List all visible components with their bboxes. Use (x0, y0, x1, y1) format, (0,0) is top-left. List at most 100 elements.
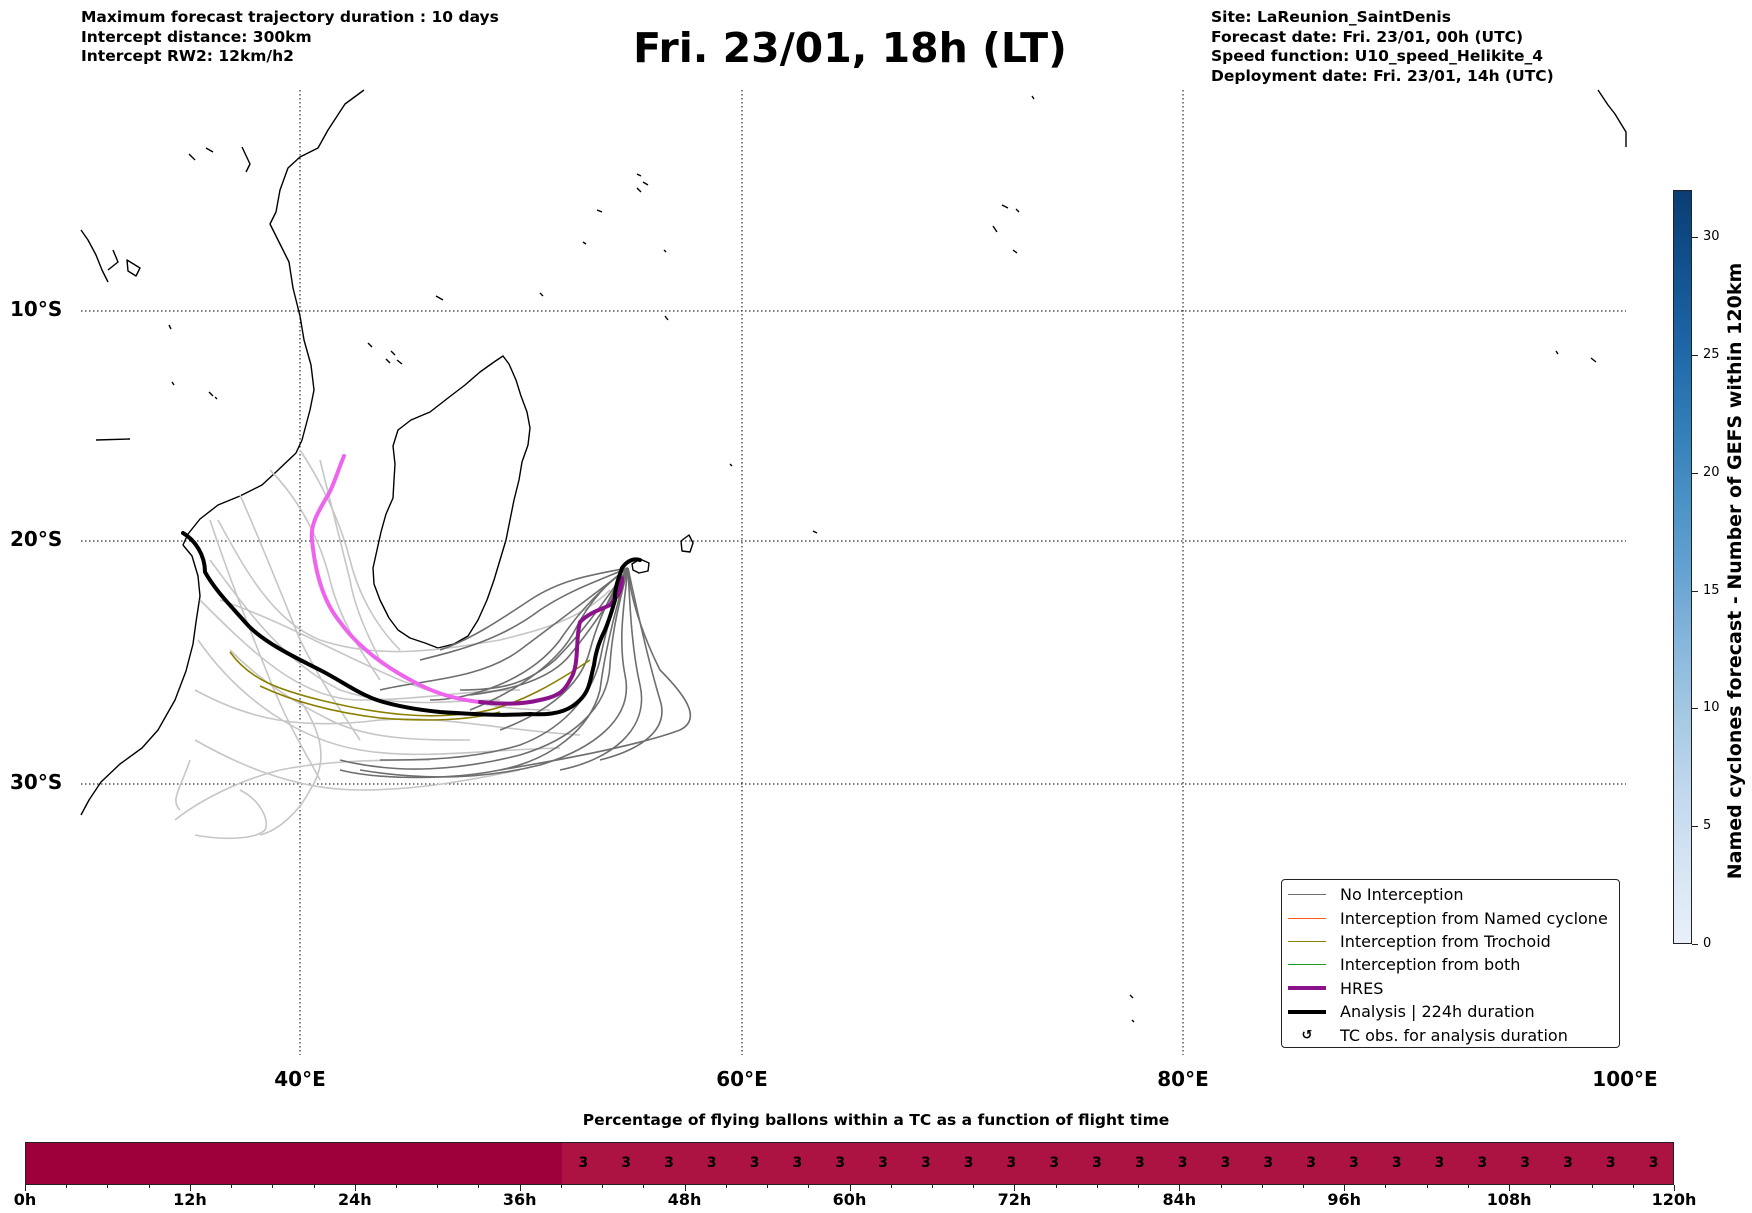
percentage-value: 3 (1006, 1155, 1017, 1171)
percentage-axis-label: 12h (173, 1190, 207, 1209)
percentage-axis-tick (643, 1185, 645, 1188)
percentage-value: 3 (878, 1155, 888, 1171)
percentage-value: 3 (749, 1155, 760, 1171)
speed-function-text: Speed function: U10_speed_Helikite_4 (1211, 47, 1544, 65)
legend-label: Interception from Trochoid (1340, 931, 1551, 951)
percentage-axis-tick (1138, 1185, 1140, 1188)
trajectory-map (80, 89, 1627, 1055)
lat-label-30s: 30°S (10, 770, 63, 794)
gefs-trajectories-light (174, 449, 611, 840)
percentage-axis-label: 84h (1162, 1190, 1197, 1209)
percentage-axis-tick (1591, 1185, 1593, 1188)
percentage-axis-tick (808, 1185, 810, 1188)
map-legend: No Interception Interception from Named … (1281, 879, 1620, 1048)
forecast-date-text: Forecast date: Fri. 23/01, 00h (UTC) (1211, 27, 1524, 46)
percentage-axis-tick (1509, 1185, 1511, 1191)
colorbar-tick-label: 20 (1703, 464, 1720, 480)
percentage-axis-tick (725, 1185, 727, 1188)
percentage-axis-tick (849, 1185, 851, 1191)
percentage-axis-tick (1674, 1185, 1675, 1191)
colorbar (1673, 190, 1692, 944)
colorbar-tick (1692, 944, 1698, 945)
percentage-value: 3 (1605, 1155, 1616, 1171)
percentage-axis-label: 48h (667, 1190, 702, 1209)
colorbar-tick-label: 30 (1703, 229, 1720, 245)
percentage-value: 3 (1220, 1155, 1231, 1171)
percentage-axis-tick (890, 1185, 892, 1188)
graticule (81, 90, 1626, 1055)
percentage-value: 3 (920, 1155, 931, 1171)
legend-label: No Interception (1340, 885, 1464, 905)
percentage-axis-tick (272, 1185, 274, 1188)
percentage-axis-tick (354, 1185, 356, 1191)
legend-item-analysis: Analysis | 224h duration (1282, 1000, 1619, 1023)
africa-coastline (80, 89, 365, 816)
gefs-trajectories-trochoid (229, 651, 591, 721)
colorbar-tick-label: 10 (1703, 700, 1720, 716)
legend-item-named-cyclone: Interception from Named cyclone (1282, 906, 1619, 929)
coastlines (80, 89, 1627, 1023)
percentage-axis-tick (684, 1185, 686, 1191)
percentage-axis-label: 96h (1327, 1190, 1362, 1209)
amsterdam-island (1129, 994, 1135, 1023)
percentage-value: 3 (1306, 1155, 1316, 1171)
percentage-value: 3 (578, 1155, 589, 1171)
colorbar-tick (1692, 708, 1698, 710)
site-text: Site: LaReunion_SaintDenis (1211, 8, 1451, 26)
percentage-axis-label: 60h (832, 1190, 867, 1209)
legend-item-tc-obs: ↺ TC obs. for analysis duration (1282, 1023, 1619, 1046)
lon-label-60e: 60°E (716, 1067, 768, 1091)
gulf-islets (95, 146, 251, 441)
colorbar-tick (1692, 472, 1698, 474)
percentage-axis-tick (931, 1185, 933, 1188)
legend-swatch (1288, 986, 1326, 991)
legend-label: TC obs. for analysis duration (1340, 1025, 1568, 1045)
lon-label-80e: 80°E (1157, 1067, 1209, 1091)
percentage-axis-tick (519, 1185, 521, 1191)
percentage-axis-tick (396, 1185, 398, 1188)
percentage-value: 3 (1477, 1155, 1488, 1171)
colorbar-tick (1692, 826, 1698, 828)
percentage-value: 3 (1134, 1155, 1145, 1171)
percentage-bar-zero-segment (26, 1143, 562, 1184)
cyclone-icon: ↺ (1301, 1027, 1313, 1043)
hres-track-late (478, 576, 624, 706)
legend-label: Analysis | 224h duration (1340, 1002, 1535, 1022)
legend-item-both: Interception from both (1282, 953, 1619, 976)
percentage-value: 3 (1263, 1155, 1274, 1171)
hres-trajectory (309, 454, 624, 706)
site-parameters: Site: LaReunion_SaintDenis Forecast date… (1211, 8, 1554, 86)
deployment-date-text: Deployment date: Fri. 23/01, 14h (UTC) (1211, 66, 1554, 85)
legend-swatch (1288, 1009, 1326, 1014)
colorbar-tick-label: 0 (1703, 936, 1712, 951)
cocos-islands (1555, 350, 1597, 363)
percentage-value: 3 (664, 1155, 674, 1171)
percentage-axis-tick (767, 1185, 769, 1188)
mascarene-islets (367, 315, 818, 534)
percentage-axis-tick (1179, 1185, 1181, 1191)
colorbar-tick (1692, 237, 1698, 239)
colorbar-tick-label: 5 (1703, 818, 1712, 834)
percentage-value: 3 (1391, 1155, 1402, 1171)
mauritius-island (680, 534, 694, 553)
lat-label-20s: 20°S (10, 527, 63, 551)
legend-label: Interception from both (1340, 955, 1521, 975)
legend-swatch (1288, 917, 1326, 919)
colorbar-tick-label: 15 (1703, 582, 1720, 598)
colorbar-title: Named cyclones forecast - Number of GEFS… (1724, 262, 1746, 880)
legend-label: HRES (1340, 978, 1384, 998)
percentage-value: 3 (835, 1155, 846, 1171)
legend-swatch (1288, 894, 1326, 896)
percentage-value: 3 (1049, 1155, 1060, 1171)
percentage-axis-label: 108h (1486, 1190, 1532, 1209)
colorbar-tick-label: 25 (1703, 346, 1720, 362)
percentage-value: 3 (1520, 1155, 1531, 1171)
percentage-axis-label: 36h (502, 1190, 537, 1209)
chagos-maldives-islets (992, 95, 1035, 254)
percentage-bar: 3 3 3 3 3 3 3 3 3 3 3 3 3 3 3 3 3 3 3 3 3 3 3 3 3 3 (25, 1142, 1674, 1185)
analysis-trajectory (181, 531, 642, 717)
percentage-axis-tick (66, 1185, 68, 1188)
percentage-value: 3 (1349, 1155, 1359, 1171)
percentage-axis-tick (313, 1185, 315, 1188)
percentage-value: 3 (1648, 1155, 1659, 1171)
